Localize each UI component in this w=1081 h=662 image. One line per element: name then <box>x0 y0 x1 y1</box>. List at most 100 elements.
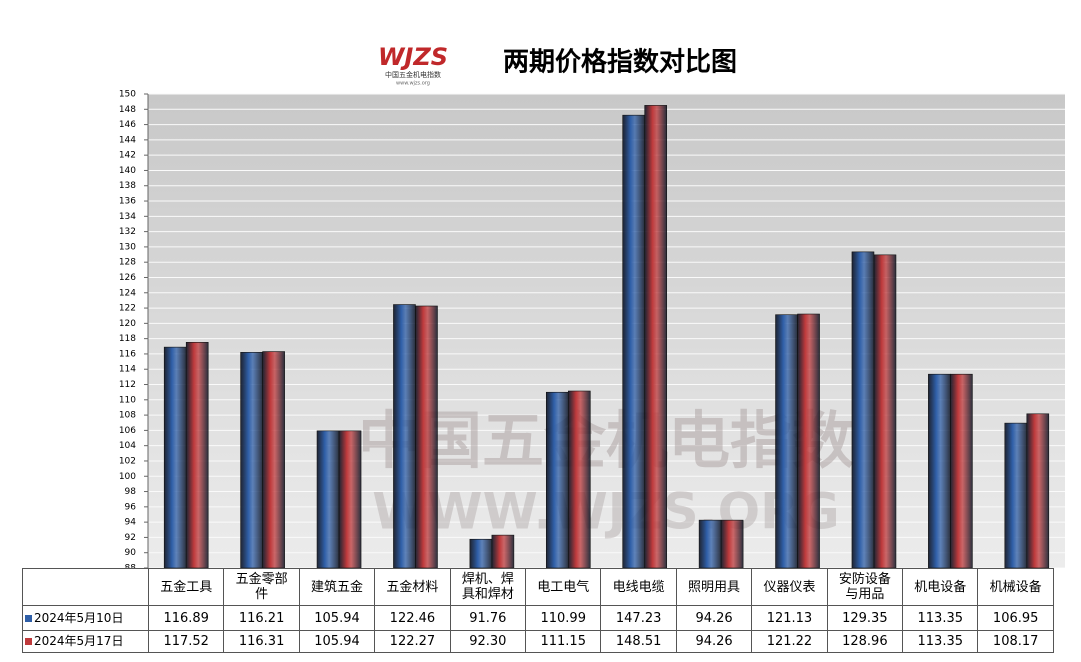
y-tick-label: 110 <box>119 395 136 405</box>
bar <box>415 305 438 568</box>
legend-swatch <box>25 638 32 645</box>
y-tick-label: 142 <box>119 151 136 161</box>
bar <box>928 373 951 568</box>
x-tick-label: 焊机、焊具和焊材 <box>449 568 527 606</box>
bar <box>491 534 515 568</box>
x-tick-label: 五金零部件 <box>223 568 300 606</box>
bar <box>851 251 875 568</box>
value-label: 129.35 <box>826 605 904 631</box>
y-tick-label: 102 <box>119 456 136 466</box>
chart-title: 两期价格指数对比图 <box>503 47 737 78</box>
value-label: 117.52 <box>147 630 225 653</box>
bar <box>622 114 646 568</box>
value-label: 147.23 <box>600 605 677 631</box>
logo-url: www.wjzs.org <box>396 81 430 87</box>
y-tick-label: 130 <box>119 242 136 252</box>
bar <box>1026 413 1050 568</box>
table-header: 五金工具 五金零部件 建筑五金 五金材料 焊机、焊具和焊材 电工电气 电线电缆 照明用具 仪器仪… <box>22 568 1054 606</box>
y-tick-label: 100 <box>119 472 136 482</box>
value-label: 116.21 <box>223 605 300 631</box>
chart: 中国五金机电指数 WWW.WJZS.ORG WJZS 中国五金机电指数 www.… <box>119 43 1065 569</box>
value-label: 113.35 <box>902 630 979 653</box>
y-tick-label: 134 <box>119 212 136 222</box>
watermark: 中国五金机电指数 <box>358 404 854 477</box>
x-tick-label: 安防设备与用品 <box>826 568 904 606</box>
y-tick-label: 148 <box>119 105 136 115</box>
y-tick-label: 90 <box>125 548 137 558</box>
y-tick-label: 146 <box>119 120 136 130</box>
legend-swatch <box>25 614 32 622</box>
bar <box>163 346 187 568</box>
value-label: 128.96 <box>826 630 904 653</box>
value-label: 91.76 <box>449 605 527 631</box>
bar <box>393 304 416 568</box>
table-row: 2024年5月17日 117.52 116.31 105.94 122.27 92.30 1… <box>22 630 1054 653</box>
y-tick-label: 136 <box>119 197 136 207</box>
bar <box>262 351 285 568</box>
bar <box>185 342 209 568</box>
legend-label: 2024年5月10日 <box>34 610 124 625</box>
value-label: 121.22 <box>751 630 828 653</box>
value-label: 111.15 <box>525 630 602 653</box>
bar <box>775 314 798 568</box>
value-label: 94.26 <box>675 630 753 653</box>
bar <box>545 391 569 568</box>
y-tick-label: 96 <box>125 502 137 512</box>
y-tick-label: 112 <box>119 380 136 390</box>
y-tick-label: 128 <box>119 258 136 268</box>
y-tick-label: 92 <box>125 533 136 543</box>
bar <box>1004 422 1028 568</box>
value-label: 122.27 <box>374 630 451 653</box>
y-tick-label: 140 <box>119 166 136 176</box>
bar <box>644 105 668 568</box>
bar <box>469 538 493 568</box>
y-tick-label: 138 <box>119 181 136 191</box>
value-label: 116.89 <box>147 605 225 631</box>
y-tick-label: 94 <box>125 518 137 528</box>
y-tick-label: 114 <box>119 365 136 375</box>
bar <box>797 313 820 568</box>
y-tick-label: 98 <box>125 487 137 497</box>
x-tick-label: 五金材料 <box>374 568 451 606</box>
x-tick-label: 机电设备 <box>902 568 979 606</box>
legend-label: 2024年5月17日 <box>34 634 124 648</box>
y-tick-label: 116 <box>119 349 136 359</box>
value-label: 105.94 <box>298 605 376 631</box>
y-tick-label: 118 <box>119 334 136 344</box>
bar <box>567 390 591 568</box>
y-tick-label: 144 <box>119 135 136 145</box>
y-tick-label: 108 <box>119 411 136 421</box>
x-tick-label: 照明用具 <box>675 568 753 606</box>
value-label: 110.99 <box>525 605 602 631</box>
x-tick-label: 机械设备 <box>977 568 1054 606</box>
value-label: 106.95 <box>977 605 1054 631</box>
bar <box>240 352 263 568</box>
value-label: 122.46 <box>374 605 451 631</box>
value-label: 121.13 <box>751 605 828 631</box>
legend-entry: 2024年5月17日 <box>22 630 149 653</box>
corner <box>22 568 149 606</box>
plot-area <box>148 94 1065 568</box>
legend-entry: 2024年5月10日 <box>22 605 149 631</box>
value-label: 105.94 <box>298 630 376 653</box>
y-tick-label: 132 <box>119 227 136 237</box>
x-tick-label: 仪器仪表 <box>751 568 828 606</box>
logo: WJZS <box>378 43 448 71</box>
bar <box>950 373 973 568</box>
value-label: 116.31 <box>223 630 300 653</box>
bar <box>338 430 362 568</box>
x-tick-label: 电线电缆 <box>600 568 677 606</box>
y-tick-label: 120 <box>119 319 136 329</box>
bar <box>316 430 340 568</box>
y-tick-label: 88 <box>125 564 137 569</box>
bar <box>720 519 744 568</box>
value-label: 113.35 <box>902 605 979 631</box>
y-tick-label: 122 <box>119 304 136 314</box>
x-tick-label: 电工电气 <box>525 568 602 606</box>
y-tick-label: 126 <box>119 273 136 283</box>
value-label: 94.26 <box>675 605 753 631</box>
bar <box>873 254 897 568</box>
watermark: WWW.WJZS.ORG <box>372 483 839 541</box>
logo-caption: 中国五金机电指数 <box>385 70 441 79</box>
